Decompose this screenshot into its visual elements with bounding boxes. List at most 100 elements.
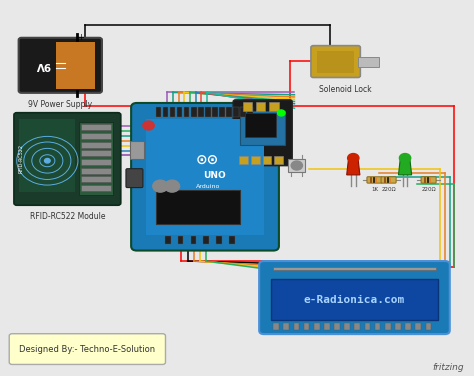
Bar (251, 156, 259, 164)
Bar (130, 141, 144, 159)
Bar (81, 133, 111, 139)
Text: RFID-RC522 Module: RFID-RC522 Module (29, 212, 105, 221)
FancyBboxPatch shape (381, 177, 396, 183)
Text: 9V Power Supply: 9V Power Supply (28, 100, 92, 109)
Bar (163, 108, 168, 117)
Bar (212, 108, 218, 117)
Bar (165, 236, 171, 244)
Bar (324, 323, 329, 331)
FancyBboxPatch shape (131, 103, 279, 250)
Text: Designed By:- Techno-E-Solution: Designed By:- Techno-E-Solution (19, 344, 155, 353)
Bar (304, 323, 310, 331)
Bar (274, 156, 283, 164)
Bar (146, 119, 264, 235)
FancyBboxPatch shape (9, 334, 165, 364)
Bar (80, 123, 113, 196)
Bar (240, 111, 285, 145)
Bar (269, 102, 279, 111)
Text: UNO: UNO (203, 171, 226, 180)
Bar (170, 108, 175, 117)
FancyBboxPatch shape (421, 177, 436, 183)
Bar (191, 236, 196, 244)
Bar (184, 108, 190, 117)
Text: 9V: 9V (36, 60, 51, 70)
Text: RFID-RC522: RFID-RC522 (18, 144, 23, 173)
Bar (56, 42, 95, 89)
FancyBboxPatch shape (233, 100, 292, 165)
Text: Solenoid Lock: Solenoid Lock (319, 85, 371, 94)
Bar (191, 108, 197, 117)
FancyBboxPatch shape (126, 169, 143, 188)
Bar (233, 108, 239, 117)
Bar (81, 150, 111, 156)
Bar (229, 236, 235, 244)
FancyBboxPatch shape (18, 38, 102, 93)
Bar (426, 323, 431, 331)
Bar (395, 323, 401, 331)
Bar (271, 279, 438, 320)
Bar (177, 108, 182, 117)
FancyBboxPatch shape (14, 113, 121, 205)
Bar (226, 108, 232, 117)
Bar (405, 323, 411, 331)
Bar (344, 323, 350, 331)
Bar (243, 102, 252, 111)
Bar (273, 267, 436, 270)
Bar (81, 176, 111, 182)
Circle shape (277, 110, 285, 116)
FancyBboxPatch shape (311, 45, 360, 77)
Text: 1K: 1K (371, 187, 378, 192)
FancyBboxPatch shape (259, 261, 450, 334)
Bar (256, 102, 265, 111)
Bar (81, 159, 111, 165)
Circle shape (45, 158, 50, 163)
Bar (365, 323, 370, 331)
Circle shape (347, 153, 359, 162)
Bar (19, 119, 75, 192)
Bar (81, 142, 111, 148)
Bar (240, 108, 246, 117)
Circle shape (143, 121, 154, 130)
Circle shape (400, 153, 410, 162)
Bar (283, 323, 289, 331)
Bar (239, 156, 248, 164)
Text: Arduino: Arduino (196, 184, 220, 189)
Bar (155, 108, 161, 117)
Bar (247, 108, 253, 117)
Bar (263, 156, 271, 164)
Bar (203, 236, 209, 244)
Bar (334, 323, 340, 331)
Polygon shape (399, 158, 411, 175)
Bar (358, 56, 379, 67)
FancyBboxPatch shape (367, 177, 382, 183)
Bar (293, 323, 299, 331)
Bar (155, 190, 240, 224)
Polygon shape (346, 158, 360, 175)
Bar (219, 108, 225, 117)
Bar (245, 113, 275, 137)
Circle shape (153, 180, 168, 192)
Bar (415, 323, 421, 331)
Bar (81, 185, 111, 191)
Bar (216, 236, 222, 244)
Bar (355, 323, 360, 331)
Text: 220Ω: 220Ω (381, 187, 396, 192)
Bar (81, 124, 111, 130)
Circle shape (291, 161, 302, 170)
Bar (385, 323, 391, 331)
Text: +: + (77, 33, 84, 41)
Text: e-Radionica.com: e-Radionica.com (304, 294, 405, 305)
Bar (198, 108, 204, 117)
Bar (178, 236, 183, 244)
Bar (81, 168, 111, 174)
Bar (314, 323, 319, 331)
Bar (273, 323, 279, 331)
Bar (317, 50, 354, 73)
Text: fritzing: fritzing (432, 362, 464, 371)
Text: 220Ω: 220Ω (421, 187, 436, 192)
Text: ⊙⊙: ⊙⊙ (196, 153, 219, 167)
Circle shape (164, 180, 180, 192)
Bar (288, 159, 305, 172)
Bar (205, 108, 210, 117)
Bar (375, 323, 381, 331)
